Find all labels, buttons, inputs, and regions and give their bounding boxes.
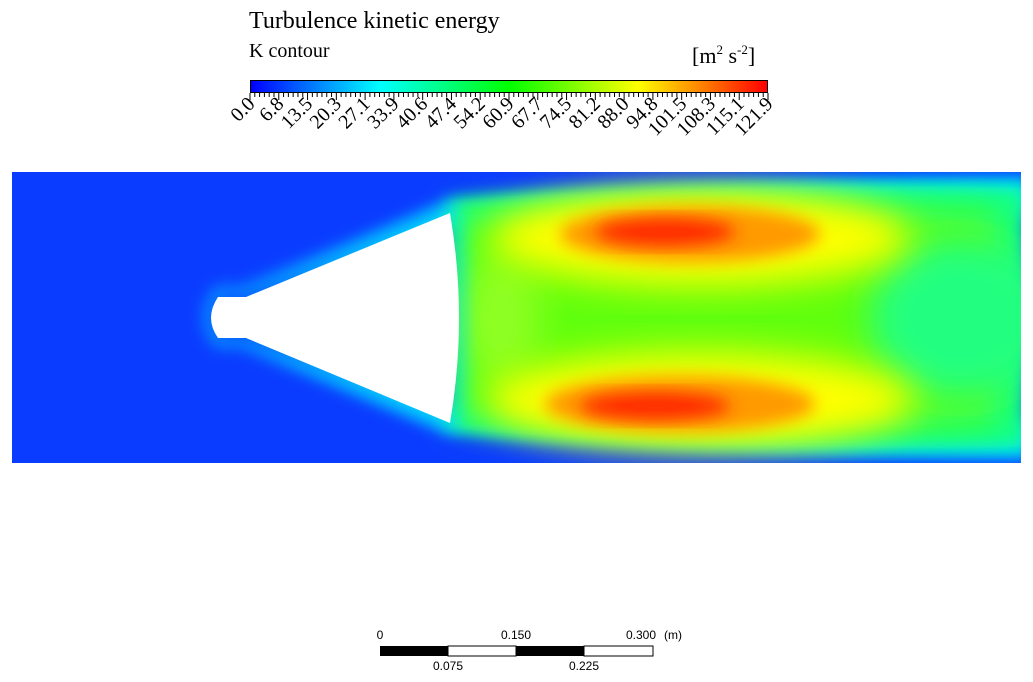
wake-downstream-cool [870,238,1021,398]
colorbar-minor-ticks [249,93,769,100]
bluff-body [211,213,459,423]
units-s: s [728,43,738,68]
scale-seg-2 [447,645,517,657]
scale-seg-4 [583,645,654,657]
colorbar [250,80,768,93]
scale-label-0300: 0.300 [626,628,656,642]
scale-label-0: 0 [377,628,384,642]
scale-label-0225: 0.225 [569,659,599,673]
flow-field [12,172,1021,463]
body-halo [206,200,464,433]
legend-title: Turbulence kinetic energy [249,8,500,34]
legend-units: [m2 s-2] [692,42,756,68]
recirculation-core [460,258,540,378]
scale-seg-3 [516,646,584,656]
legend-subtitle: K contour [249,40,330,62]
colorbar-ticks: 0.06.813.520.327.133.940.647.454.260.967… [226,93,777,140]
lower-vortex-core [580,392,730,420]
scale-seg-1 [380,646,448,656]
units-m-exponent: 2 [716,42,723,57]
upper-vortex-core [595,218,735,246]
scale-label-0150: 0.150 [501,628,531,642]
scale-label-0075: 0.075 [433,659,463,673]
units-s-exponent: -2 [737,42,748,57]
scale-unit: (m) [664,628,682,642]
units-m: m [699,43,717,68]
